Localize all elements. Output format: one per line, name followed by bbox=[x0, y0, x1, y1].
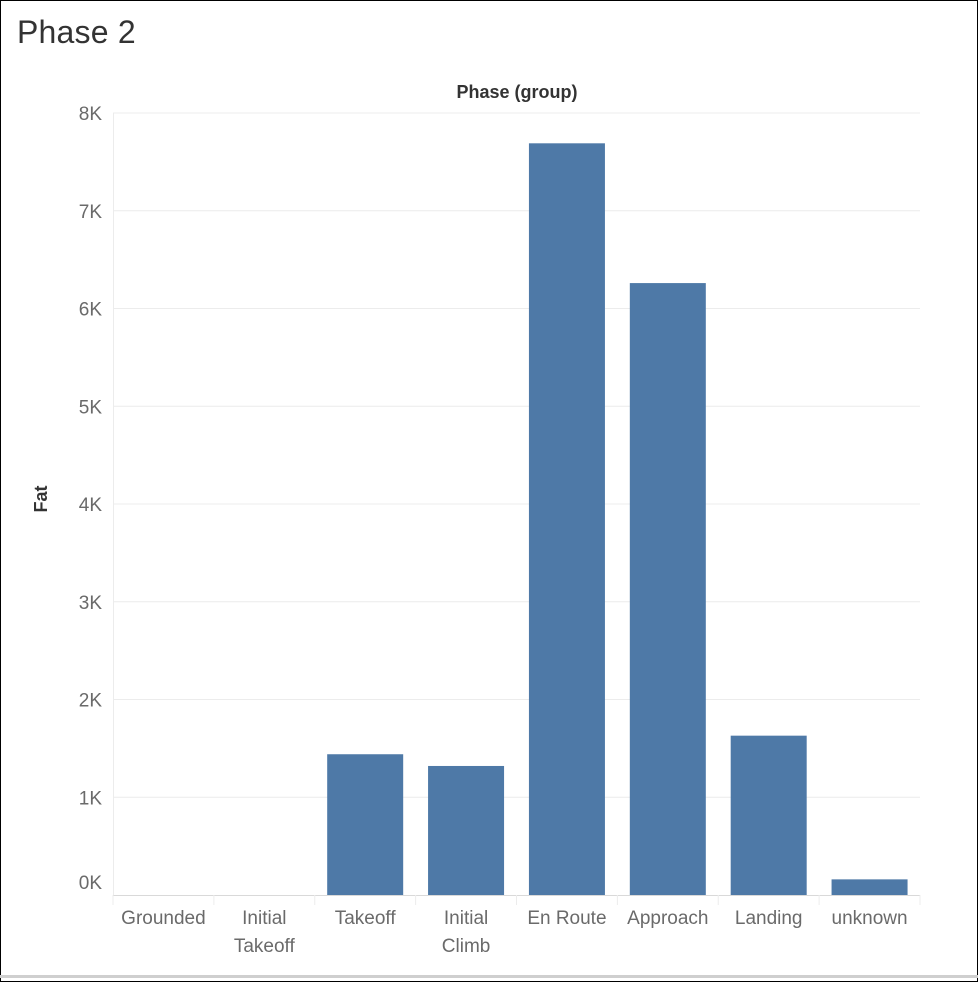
bars bbox=[327, 143, 908, 896]
y-tick-label: 5K bbox=[79, 397, 103, 418]
y-tick-label: 3K bbox=[79, 593, 103, 614]
frame-bottom-edge bbox=[0, 975, 978, 978]
bar-en-route[interactable] bbox=[528, 143, 605, 896]
y-tick-label: 8K bbox=[79, 104, 103, 125]
bar-landing[interactable] bbox=[730, 735, 807, 895]
x-tick-label: En Route bbox=[527, 908, 606, 929]
y-tick-label: 0K bbox=[79, 873, 103, 894]
y-tick-label: 1K bbox=[79, 788, 103, 809]
bar-unknown[interactable] bbox=[831, 879, 908, 895]
x-tick-label: Initial Climb bbox=[442, 908, 491, 957]
bar-initial-climb[interactable] bbox=[428, 765, 505, 895]
y-tick-label: 4K bbox=[79, 495, 103, 516]
column-header: Phase (group) bbox=[456, 82, 577, 102]
y-tick-label: 6K bbox=[79, 300, 103, 321]
bar-takeoff[interactable] bbox=[327, 754, 404, 895]
x-tick-label: Initial Takeoff bbox=[234, 908, 296, 957]
x-axis-ticks: Grounded Initial Takeoff Takeoff Initial Clim… bbox=[121, 908, 907, 957]
x-tick-label: Approach bbox=[627, 908, 708, 929]
sheet-title: Phase 2 bbox=[17, 14, 136, 50]
x-tick-label: unknown bbox=[832, 908, 908, 929]
y-axis-title: Fat bbox=[31, 485, 51, 512]
y-tick-label: 2K bbox=[79, 691, 103, 712]
x-tick-label: Landing bbox=[735, 908, 803, 929]
x-tick-label: Takeoff bbox=[335, 908, 397, 929]
y-tick-label: 7K bbox=[79, 202, 103, 223]
x-tick-label: Grounded bbox=[121, 908, 206, 929]
y-axis-ticks: 0K 1K 2K 3K 4K 5K 6K 7K 8K bbox=[79, 104, 103, 894]
bar-approach[interactable] bbox=[629, 283, 706, 896]
